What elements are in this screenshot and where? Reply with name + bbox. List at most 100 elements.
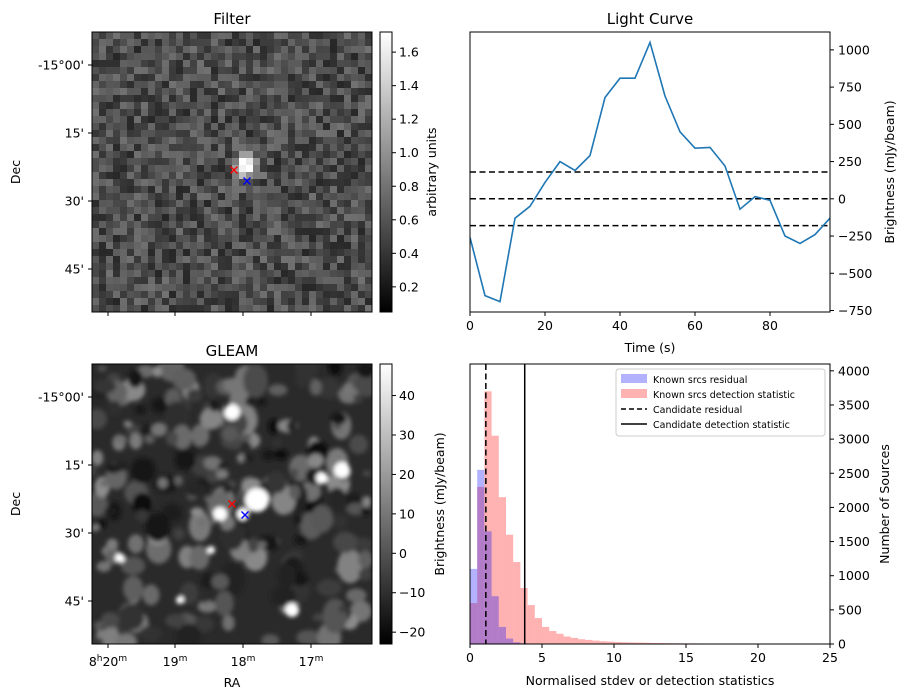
filter-pixel (260, 256, 268, 264)
gleam-noise-blob (151, 422, 167, 437)
filter-pixel (113, 137, 121, 145)
gleam-source-blob (237, 508, 249, 520)
filter-pixel (232, 263, 240, 271)
filter-pixel (316, 298, 324, 306)
filter-pixel (92, 95, 100, 103)
filter-pixel (92, 144, 100, 152)
filter-pixel (169, 298, 177, 306)
filter-pixel (302, 46, 310, 54)
filter-pixel (225, 179, 233, 187)
filter-pixel (365, 193, 372, 201)
filter-pixel (344, 74, 352, 82)
filter-pixel (211, 200, 219, 208)
filter-pixel (190, 39, 198, 47)
filter-pixel (92, 53, 100, 61)
filter-pixel (183, 74, 191, 82)
filter-pixel (92, 74, 100, 82)
filter-pixel (260, 284, 268, 292)
gleam-noise-blob (92, 637, 104, 644)
filter-pixel (344, 95, 352, 103)
filter-pixel (92, 67, 100, 75)
filter-pixel (204, 291, 212, 299)
filter-pixel (155, 109, 163, 117)
filter-pixel (148, 95, 156, 103)
filter-pixel (225, 39, 233, 47)
filter-pixel (239, 305, 247, 312)
filter-pixel (113, 221, 121, 229)
filter-pixel (316, 179, 324, 187)
filter-pixel (183, 151, 191, 159)
filter-pixel (246, 291, 254, 299)
filter-pixel (309, 284, 317, 292)
filter-pixel (330, 109, 338, 117)
filter-pixel (176, 270, 184, 278)
filter-pixel (260, 158, 268, 166)
gleam-noise-blob (354, 371, 372, 398)
filter-pixel (197, 221, 205, 229)
filter-pixel (253, 291, 261, 299)
filter-pixel (113, 109, 121, 117)
gleam-noise-blob (105, 463, 121, 474)
filter-pixel (239, 81, 247, 89)
filter-pixel (253, 214, 261, 222)
filter-pixel (197, 116, 205, 124)
filter-pixel (113, 305, 121, 312)
filter-pixel (344, 151, 352, 159)
filter-pixel (120, 46, 128, 54)
filter-pixel (183, 186, 191, 194)
gleam-noise-blob (292, 571, 309, 586)
filter-pixel (204, 186, 212, 194)
filter-pixel (99, 74, 107, 82)
filter-pixel (204, 144, 212, 152)
filter-pixel (134, 291, 142, 299)
filter-pixel (218, 277, 226, 285)
filter-pixel (162, 291, 170, 299)
filter-pixel (92, 102, 100, 110)
filter-pixel (99, 305, 107, 312)
filter-pixel (295, 88, 303, 96)
filter-pixel (225, 151, 233, 159)
histogram-xtick-label: 25 (822, 650, 838, 665)
filter-pixel (120, 277, 128, 285)
filter-pixel (267, 207, 275, 215)
filter-pixel (134, 46, 142, 54)
filter-pixel (274, 193, 282, 201)
gleam-noise-blob (362, 496, 372, 508)
filter-pixel (120, 53, 128, 61)
filter-pixel (148, 298, 156, 306)
filter-pixel (232, 214, 240, 222)
filter-pixel (260, 270, 268, 278)
filter-pixel (211, 193, 219, 201)
filter-pixel (365, 284, 372, 292)
filter-pixel (176, 207, 184, 215)
filter-pixel (246, 242, 254, 250)
filter-pixel (99, 109, 107, 117)
gleam-noise-blob (183, 482, 207, 496)
filter-pixel (274, 305, 282, 312)
filter-pixel (323, 242, 331, 250)
filter-pixel (211, 123, 219, 131)
filter-pixel (239, 151, 247, 159)
filter-pixel (365, 144, 372, 152)
filter-pixel (323, 207, 331, 215)
gleam-noise-blob (108, 400, 122, 416)
filter-pixel (288, 228, 296, 236)
filter-pixel (337, 102, 345, 110)
filter-pixel (176, 53, 184, 61)
filter-pixel (365, 172, 372, 180)
filter-ylabel: Dec (8, 160, 23, 184)
gleam-noise-blob (92, 466, 98, 477)
filter-pixel (281, 74, 289, 82)
lightcurve-panel: Light Curve 0 20 40 60 80 −750−500−250025050… (466, 10, 897, 355)
filter-pixel (239, 172, 247, 180)
filter-pixel (323, 179, 331, 187)
histogram-xtick-label: 10 (606, 650, 622, 665)
gleam-noise-blob (142, 584, 160, 606)
filter-pixel (155, 263, 163, 271)
histogram-bar-residual (470, 568, 478, 644)
filter-pixel (127, 179, 135, 187)
filter-pixel (197, 179, 205, 187)
filter-pixel (323, 214, 331, 222)
filter-pixel (211, 305, 219, 312)
